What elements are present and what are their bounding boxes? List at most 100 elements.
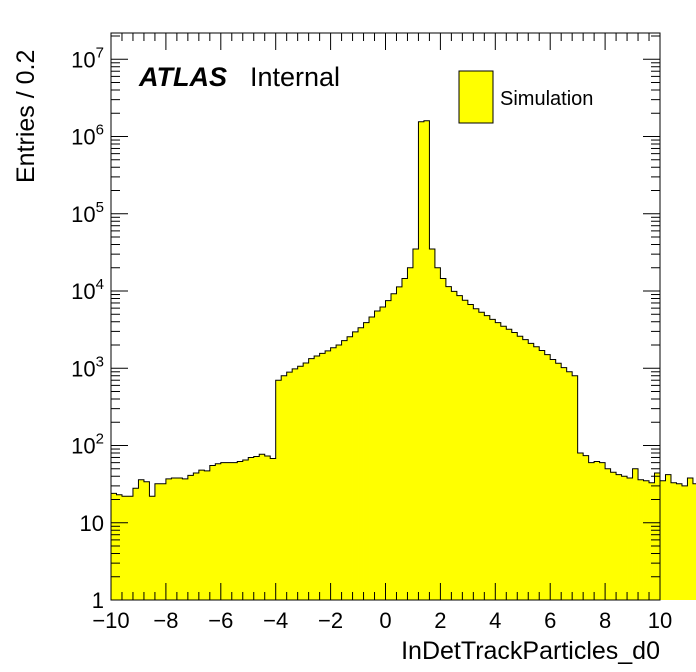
histogram-bar — [676, 483, 683, 600]
histogram-bar — [423, 120, 430, 601]
histogram-bar — [182, 478, 189, 600]
histogram-bar — [445, 286, 452, 600]
histogram-bar — [308, 358, 315, 600]
histogram-bar — [165, 478, 172, 600]
histogram-bar — [270, 458, 277, 600]
histogram-bar — [434, 267, 441, 600]
x-tick-label: 6 — [544, 608, 556, 633]
histogram-bar — [599, 462, 606, 600]
y-tick-label: 103 — [71, 353, 104, 381]
y-tick-labels: 1 10 102 103 104 105 106 107 — [71, 44, 104, 613]
histogram-bar — [610, 472, 617, 600]
histogram-bar — [522, 339, 529, 600]
histogram-bar — [111, 493, 117, 600]
histogram-bar — [325, 350, 331, 600]
histogram-bar — [489, 319, 496, 600]
histogram-bar — [193, 473, 200, 600]
histogram-bar — [286, 372, 293, 600]
histogram-bar — [275, 380, 282, 600]
histogram-bar — [500, 326, 507, 600]
histogram-bar — [544, 354, 551, 600]
histogram-bar — [681, 485, 688, 600]
histogram-bar — [358, 327, 364, 600]
histogram-bar — [198, 470, 205, 600]
x-tick-label: −8 — [153, 608, 178, 633]
histogram-bar — [621, 476, 628, 600]
histogram-bar — [374, 311, 381, 600]
histogram-bar — [638, 479, 644, 600]
histogram-bar — [583, 455, 590, 600]
histogram-bar — [467, 304, 474, 600]
histogram-bar — [451, 291, 458, 600]
histogram-bar — [412, 248, 419, 601]
histogram-bar — [616, 474, 622, 600]
atlas-label: ATLAS — [138, 62, 227, 92]
x-tick-label: 10 — [648, 608, 672, 633]
histogram-bars — [111, 120, 696, 601]
histogram-bar — [281, 375, 288, 600]
histogram-bar — [627, 477, 633, 600]
legend-swatch — [458, 70, 494, 124]
histogram-bar — [660, 480, 666, 600]
histogram-bar — [314, 356, 321, 600]
histogram-bar — [555, 363, 562, 600]
histogram-bar — [506, 329, 513, 600]
y-axis-title: Entries / 0.2 — [12, 50, 40, 183]
histogram-bar — [215, 463, 222, 600]
histogram-bar — [462, 300, 469, 600]
histogram-bar — [649, 482, 655, 600]
x-tick-label: 4 — [489, 608, 501, 633]
histogram-bar — [692, 483, 696, 600]
histogram-bar — [687, 477, 694, 600]
histogram-bar — [264, 456, 271, 600]
x-tick-label: 2 — [434, 608, 446, 633]
y-tick-label: 102 — [71, 431, 104, 459]
histogram-bar — [220, 462, 227, 600]
histogram-bar — [204, 470, 211, 600]
histogram-bar — [385, 300, 392, 600]
histogram-bar — [632, 468, 639, 600]
histogram-bar — [347, 336, 353, 600]
histogram-bar — [297, 366, 304, 600]
histogram-bar — [517, 336, 524, 600]
histogram-bar — [121, 496, 128, 600]
histogram-bar — [330, 347, 337, 600]
histogram-bar — [533, 346, 540, 600]
histogram-bar — [292, 368, 299, 600]
histogram-bar — [259, 454, 266, 600]
y-tick-label: 10 — [80, 511, 104, 536]
histogram-bar — [352, 331, 359, 600]
y-tick-label: 1 — [92, 588, 104, 613]
histogram-bar — [116, 494, 123, 600]
histogram-bar — [401, 278, 408, 600]
histogram-bar — [176, 477, 183, 600]
histogram-bar — [561, 367, 568, 600]
x-tick-label: −4 — [263, 608, 288, 633]
legend-entry-simulation: Simulation — [500, 88, 593, 110]
histogram-bar — [495, 322, 502, 600]
legend: Simulation — [458, 70, 593, 124]
histogram-bar — [390, 293, 397, 600]
histogram-bar — [336, 344, 342, 600]
histogram-bar — [478, 312, 485, 600]
histogram-bar — [440, 278, 447, 600]
histogram-bar — [253, 456, 260, 600]
histogram-bar — [231, 462, 238, 600]
histogram-bar — [369, 317, 375, 600]
x-tick-label: −10 — [92, 608, 129, 633]
histogram-bar — [429, 248, 436, 601]
histogram-bar — [665, 474, 672, 600]
histogram-bar — [380, 307, 386, 600]
histogram-bar — [226, 462, 233, 600]
x-tick-label: 8 — [599, 608, 611, 633]
y-tick-label: 104 — [71, 276, 104, 304]
internal-label: Internal — [250, 62, 340, 92]
x-tick-label: −6 — [208, 608, 233, 633]
histogram-bar — [242, 459, 249, 600]
histogram-bar — [670, 482, 677, 600]
histogram-outline — [111, 120, 696, 497]
y-tick-label: 107 — [71, 44, 104, 72]
histogram-bar — [127, 496, 134, 600]
histogram-bar — [363, 322, 370, 600]
histogram-bar — [248, 457, 255, 600]
